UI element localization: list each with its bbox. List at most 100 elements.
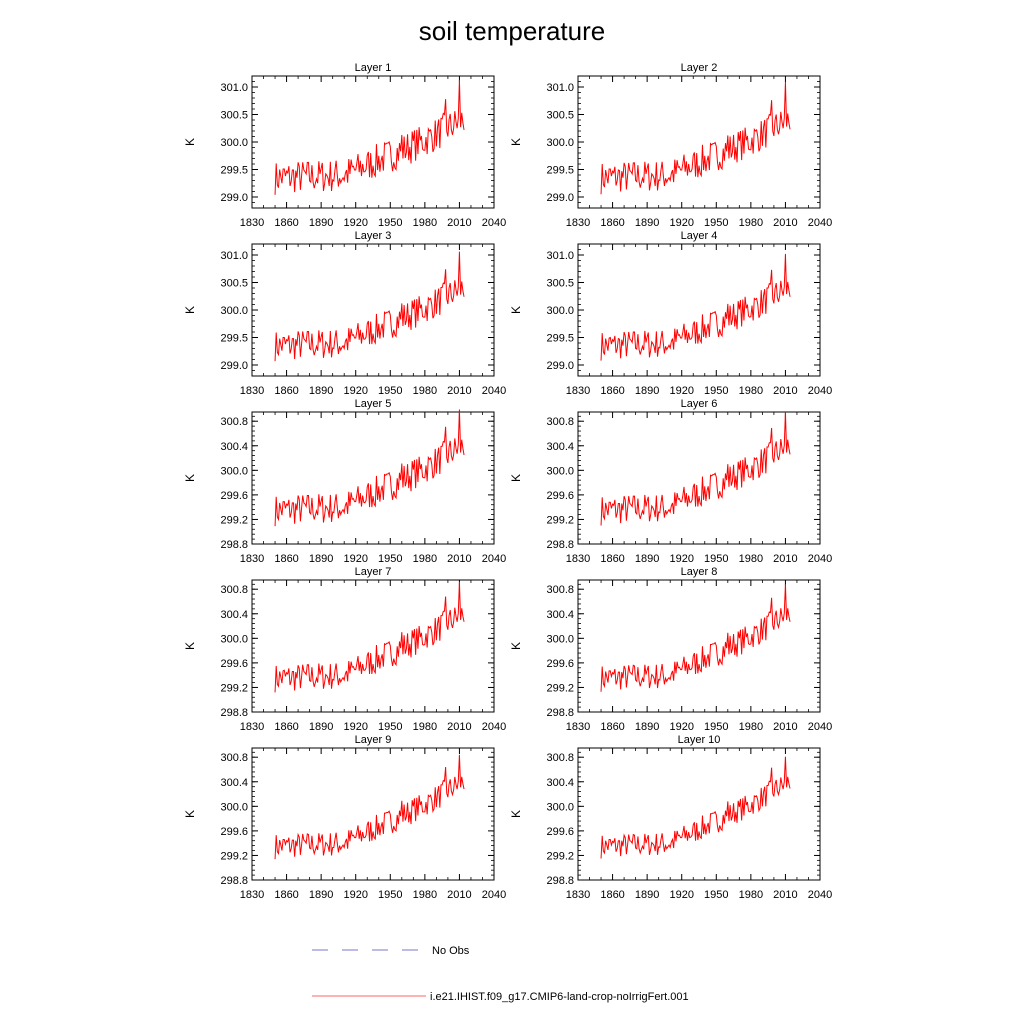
y-tick-label: 299.6	[220, 658, 248, 670]
x-tick-label: 1920	[669, 721, 693, 733]
x-tick-label: 1920	[343, 721, 367, 733]
x-tick-label: 2040	[808, 217, 832, 229]
y-tick-label: 301.0	[546, 250, 574, 262]
panel-title: Layer 3	[355, 230, 392, 242]
x-tick-label: 1920	[343, 889, 367, 901]
plot-frame	[251, 243, 495, 377]
y-tick-label: 300.8	[220, 584, 248, 596]
legend-item-experiment: i.e21.IHIST.f09_g17.CMIP6-land-crop-noIr…	[312, 991, 689, 1003]
series-line	[600, 584, 791, 692]
y-tick-label: 298.8	[546, 539, 574, 551]
y-tick-label: 300.0	[220, 305, 248, 317]
x-tick-label: 2010	[447, 553, 471, 565]
y-tick-label: 300.4	[546, 441, 574, 453]
panel-layer-7: Layer 7 1830 1860 1890 1920 1950 1980 2010 2040 2…	[183, 566, 506, 733]
x-tick-label: 1920	[343, 553, 367, 565]
x-tick-label: 1920	[343, 217, 367, 229]
y-axis-ticks: 298.8 299.2 299.6 300.0 300.4 300.8	[546, 415, 820, 551]
y-axis-label: K	[509, 306, 523, 314]
y-tick-label: 299.6	[546, 490, 574, 502]
y-tick-label: 298.8	[546, 707, 574, 719]
x-tick-label: 2010	[773, 217, 797, 229]
series-line	[600, 82, 791, 195]
y-tick-label: 300.4	[546, 609, 574, 621]
y-tick-label: 300.0	[546, 305, 574, 317]
x-tick-label: 1890	[635, 889, 659, 901]
y-tick-label: 299.6	[546, 826, 574, 838]
x-tick-label: 1860	[600, 553, 624, 565]
x-tick-label: 1890	[309, 721, 333, 733]
y-tick-label: 301.0	[220, 82, 248, 94]
x-tick-label: 1980	[413, 721, 437, 733]
x-tick-label: 1830	[566, 385, 590, 397]
x-tick-label: 1950	[378, 721, 402, 733]
x-axis-ticks: 1830 1860 1890 1920 1950 1980 2010 2040	[240, 580, 506, 733]
panel-layer-10: Layer 10 1830 1860 1890 1920 1950 1980 2010 2040…	[509, 734, 832, 901]
x-tick-label: 1950	[704, 385, 728, 397]
x-axis-ticks: 1830 1860 1890 1920 1950 1980 2010 2040	[566, 748, 832, 901]
series-line	[600, 253, 791, 361]
x-tick-label: 1920	[669, 889, 693, 901]
panel-title: Layer 6	[681, 398, 718, 410]
x-tick-label: 2040	[482, 553, 506, 565]
panel-layer-3: Layer 3 1830 1860 1890 1920 1950 1980 2010 2040 2…	[183, 230, 506, 397]
x-tick-label: 2040	[482, 721, 506, 733]
y-tick-label: 299.2	[220, 850, 248, 862]
panel-layer-9: Layer 9 1830 1860 1890 1920 1950 1980 2010 2040 2…	[183, 734, 506, 901]
y-axis-label: K	[183, 474, 197, 482]
panel-layer-2: Layer 2 1830 1860 1890 1920 1950 1980 2010 2040 2…	[509, 62, 832, 229]
series-line	[274, 251, 465, 362]
y-tick-label: 301.0	[546, 82, 574, 94]
panels-grid: Layer 1 1830 1860 1890 1920 1950 1980 2010 2040 2…	[183, 62, 832, 901]
y-tick-label: 300.0	[220, 801, 248, 813]
y-tick-label: 300.5	[546, 278, 574, 290]
y-tick-label: 299.5	[220, 333, 248, 345]
x-tick-label: 1980	[413, 385, 437, 397]
x-tick-label: 1980	[413, 553, 437, 565]
plot-frame	[577, 747, 821, 881]
panel-title: Layer 5	[355, 398, 392, 410]
x-tick-label: 2010	[447, 721, 471, 733]
x-tick-label: 1860	[274, 889, 298, 901]
plot-frame	[251, 747, 495, 881]
figure-title: soil temperature	[419, 16, 605, 46]
x-tick-label: 1890	[309, 553, 333, 565]
y-axis-ticks: 299.0 299.5 300.0 300.5 301.0	[546, 243, 820, 377]
x-tick-label: 1860	[600, 889, 624, 901]
y-axis-label: K	[509, 138, 523, 146]
y-tick-label: 301.0	[220, 250, 248, 262]
x-tick-label: 1830	[240, 385, 264, 397]
x-tick-label: 2040	[808, 889, 832, 901]
x-tick-label: 1950	[378, 889, 402, 901]
y-tick-label: 300.0	[546, 137, 574, 149]
plot-frame	[251, 411, 495, 545]
panel-title: Layer 10	[678, 734, 721, 746]
panel-layer-6: Layer 6 1830 1860 1890 1920 1950 1980 2010 2040 2…	[509, 398, 832, 565]
y-tick-label: 299.2	[546, 514, 574, 526]
y-axis-label: K	[183, 138, 197, 146]
y-tick-label: 299.2	[546, 850, 574, 862]
y-tick-label: 299.2	[546, 682, 574, 694]
panel-layer-5: Layer 5 1830 1860 1890 1920 1950 1980 2010 2040 2…	[183, 398, 506, 565]
series-line	[600, 411, 791, 526]
x-tick-label: 1950	[378, 385, 402, 397]
panel-layer-1: Layer 1 1830 1860 1890 1920 1950 1980 2010 2040 2…	[183, 62, 506, 229]
legend-label-no-obs: No Obs	[432, 945, 470, 957]
y-tick-label: 299.6	[220, 490, 248, 502]
y-axis-ticks: 298.8 299.2 299.6 300.0 300.4 300.8	[220, 415, 494, 551]
x-tick-label: 2010	[447, 889, 471, 901]
y-axis-ticks: 299.0 299.5 300.0 300.5 301.0	[546, 75, 820, 209]
y-tick-label: 299.5	[546, 333, 574, 345]
series-line	[274, 409, 465, 527]
x-axis-ticks: 1830 1860 1890 1920 1950 1980 2010 2040	[566, 244, 832, 397]
y-tick-label: 300.0	[546, 465, 574, 477]
x-tick-label: 2010	[773, 553, 797, 565]
y-axis-ticks: 298.8 299.2 299.6 300.0 300.4 300.8	[546, 583, 820, 719]
plot-frame	[251, 75, 495, 209]
x-tick-label: 1920	[669, 385, 693, 397]
y-tick-label: 300.0	[220, 633, 248, 645]
x-tick-label: 1860	[600, 721, 624, 733]
x-tick-label: 1890	[635, 553, 659, 565]
x-tick-label: 1830	[566, 889, 590, 901]
